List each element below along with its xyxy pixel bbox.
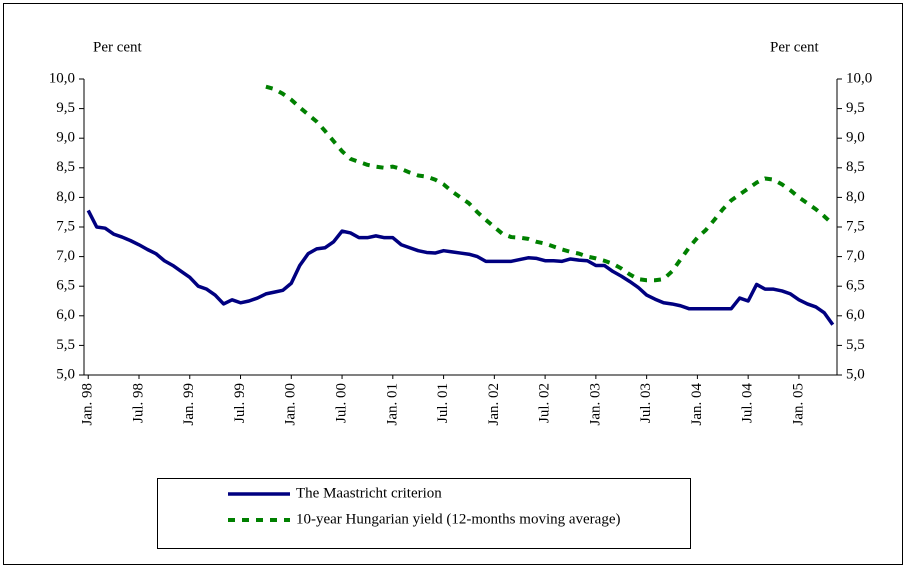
x-tick-label: Jul. 04 bbox=[740, 383, 756, 424]
y2-axis-label: Per cent bbox=[770, 39, 820, 55]
legend-label: 10-year Hungarian yield (12-months movin… bbox=[296, 511, 620, 527]
y-tick-label: 5,5 bbox=[56, 337, 75, 353]
y2-tick-label: 7,0 bbox=[846, 248, 865, 264]
series-line bbox=[86, 209, 835, 326]
y2-tick-label: 6,0 bbox=[846, 307, 865, 323]
x-tick-label: Jan. 04 bbox=[689, 383, 705, 426]
y-tick-label: 5,0 bbox=[56, 366, 75, 382]
y2-tick-label: 7,5 bbox=[846, 218, 865, 234]
legend-label: The Maastricht criterion bbox=[296, 485, 442, 501]
y-tick-label: 7,5 bbox=[56, 218, 75, 234]
x-tick-label: Jan. 99 bbox=[181, 383, 197, 426]
y-tick-label: 10,0 bbox=[49, 70, 75, 86]
y-tick-label: 9,5 bbox=[56, 100, 75, 116]
legend bbox=[157, 478, 691, 549]
y-tick-label: 7,0 bbox=[56, 248, 75, 264]
y2-tick-label: 5,0 bbox=[846, 366, 865, 382]
x-tick-label: Jul. 00 bbox=[333, 383, 349, 423]
y2-tick-label: 9,5 bbox=[846, 100, 865, 116]
x-tick-label: Jan. 05 bbox=[790, 383, 806, 426]
y-axis-label: Per cent bbox=[93, 39, 143, 55]
y2-tick-label: 6,5 bbox=[846, 278, 865, 294]
y2-tick-label: 9,0 bbox=[846, 130, 865, 146]
x-tick-label: Jul. 01 bbox=[435, 383, 451, 423]
x-tick-label: Jul. 02 bbox=[537, 383, 553, 423]
y-tick-label: 6,0 bbox=[56, 307, 75, 323]
x-tick-label: Jan. 03 bbox=[587, 383, 603, 426]
y2-tick-label: 8,5 bbox=[846, 159, 865, 175]
x-tick-label: Jan. 98 bbox=[80, 383, 96, 426]
x-tick-label: Jul. 98 bbox=[130, 383, 146, 423]
y2-tick-label: 10,0 bbox=[846, 70, 872, 86]
y-tick-label: 8,0 bbox=[56, 189, 75, 205]
y-tick-label: 9,0 bbox=[56, 130, 75, 146]
y2-tick-label: 8,0 bbox=[846, 189, 865, 205]
x-tick-label: Jul. 99 bbox=[232, 383, 248, 423]
chart-frame bbox=[3, 3, 903, 565]
y-tick-label: 6,5 bbox=[56, 278, 75, 294]
x-tick-label: Jan. 00 bbox=[283, 383, 299, 426]
series-line bbox=[265, 84, 835, 283]
x-tick-label: Jan. 01 bbox=[384, 383, 400, 426]
x-tick-label: Jan. 02 bbox=[486, 383, 502, 426]
y-tick-label: 8,5 bbox=[56, 159, 75, 175]
y2-tick-label: 5,5 bbox=[846, 337, 865, 353]
x-tick-label: Jul. 03 bbox=[638, 383, 654, 423]
